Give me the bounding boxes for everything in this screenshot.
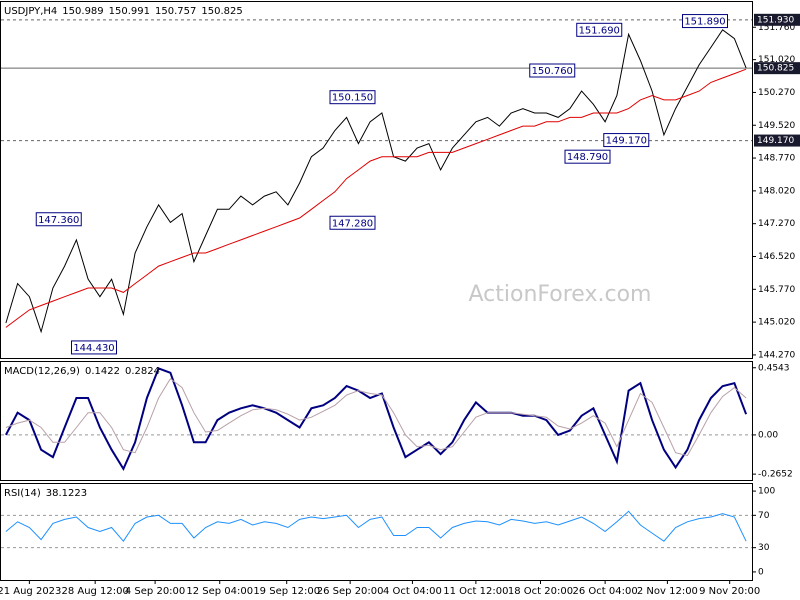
series-line: [5, 377, 747, 457]
y-tick-label: 151.760: [758, 23, 795, 33]
y-tick-label: 150.270: [758, 88, 795, 98]
x-tick-label: 28 Aug 12:00: [61, 586, 128, 597]
series-line: [5, 510, 747, 543]
x-tick-label: 26 Oct 04:00: [573, 586, 638, 597]
y-tick-label: 0.4543: [758, 363, 790, 373]
y-tick-label: 148.020: [758, 186, 795, 196]
y-tick-label: 100: [758, 487, 775, 497]
annotation-box: [35, 212, 82, 227]
series-line: [5, 367, 748, 472]
watermark: ActionForex.com: [469, 282, 652, 307]
ohlc-value: 150.991: [109, 6, 150, 17]
annotation-label: 147.280: [332, 218, 373, 229]
y-tick-label: 145.770: [758, 285, 795, 295]
x-tick-label: 12 Sep 04:00: [186, 586, 253, 597]
y-tick-label: 151.020: [758, 55, 795, 65]
ohlc-value: 150.989: [62, 6, 103, 17]
y-tick-label: 148.770: [758, 154, 795, 164]
y-tick-label: 149.520: [758, 121, 795, 131]
annotation-box: [603, 133, 650, 148]
annotation-label: 150.150: [332, 93, 373, 104]
annotation-label: 150.760: [532, 66, 573, 77]
x-tick-label: 21 Aug 2023: [0, 586, 61, 597]
annotation-label: 151.890: [684, 17, 725, 28]
annotation-box: [71, 340, 117, 355]
indicator-reading: 38.1223: [46, 488, 87, 499]
panel-frame: [0, 483, 753, 581]
annotation-label: 151.690: [579, 25, 620, 36]
x-tick-label: 4 Oct 04:00: [383, 586, 442, 597]
level-label: 150.825: [757, 64, 794, 74]
y-tick-label: 70: [758, 511, 770, 521]
x-tick-label: 9 Nov 20:00: [699, 586, 760, 597]
annotation-box: [529, 63, 576, 78]
ohlc-value: 150.757: [155, 6, 196, 17]
y-tick-label: 146.520: [758, 252, 795, 262]
annotation-label: 148.790: [567, 152, 608, 163]
indicator-title: RSI(14): [4, 488, 41, 499]
y-tick-label: 0.00: [758, 430, 778, 440]
level-box: [754, 13, 800, 26]
annotation-box: [564, 149, 611, 164]
x-tick-label: 19 Sep 12:00: [253, 586, 320, 597]
series-line: [5, 29, 747, 334]
level-label: 151.930: [757, 15, 794, 25]
panel-frame: [0, 1, 753, 359]
x-tick-label: 2 Nov 12:00: [637, 586, 698, 597]
x-tick-label: 11 Oct 12:00: [443, 586, 508, 597]
annotation-box: [329, 90, 376, 105]
symbol-label: USDJPY,H4: [4, 6, 57, 17]
annotation-box: [576, 22, 623, 37]
level-box: [754, 62, 800, 75]
series-line: [5, 68, 747, 328]
indicator-title: MACD(12,26,9): [4, 366, 80, 377]
annotation-label: 149.170: [606, 136, 647, 147]
x-tick-label: 4 Sep 20:00: [125, 586, 185, 597]
level-box: [754, 134, 800, 147]
level-label: 149.170: [757, 136, 794, 146]
y-tick-label: 147.270: [758, 219, 795, 229]
annotation-box: [682, 14, 728, 29]
y-tick-label: 30: [758, 543, 770, 553]
y-tick-label: 145.020: [758, 318, 795, 328]
annotation-label: 144.430: [73, 343, 114, 354]
indicator-reading: 0.2824: [125, 366, 160, 377]
x-tick-label: 18 Oct 20:00: [508, 586, 573, 597]
y-tick-label: -0.2652: [758, 470, 793, 480]
ohlc-value: 150.825: [201, 6, 242, 17]
y-tick-label: 144.270: [758, 350, 795, 360]
panel-frame: [0, 361, 753, 481]
annotation-label: 147.360: [38, 215, 79, 226]
y-tick-label: 0: [758, 567, 764, 577]
indicator-reading: 0.1422: [85, 366, 120, 377]
annotation-box: [329, 215, 376, 230]
x-tick-label: 26 Sep 20:00: [317, 586, 384, 597]
